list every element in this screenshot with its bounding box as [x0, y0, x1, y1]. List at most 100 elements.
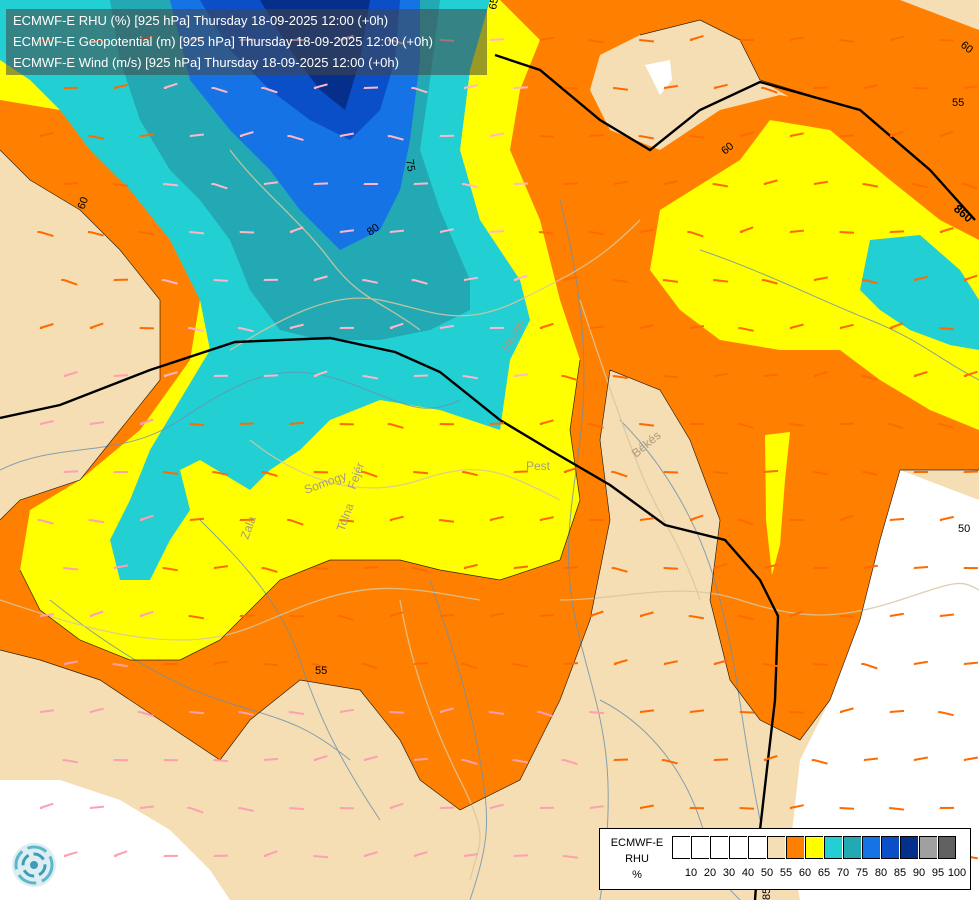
wind-barb: [587, 423, 604, 429]
wind-barb: [289, 226, 304, 233]
wind-barb: [763, 373, 779, 378]
wind-barb: [311, 663, 328, 669]
legend-swatch: [710, 836, 728, 859]
wind-barb: [338, 519, 355, 523]
legend-swatch: [843, 836, 861, 859]
wind-barb: [263, 278, 279, 281]
wind-barb: [838, 39, 855, 43]
wind-barb: [213, 374, 229, 377]
wind-barb: [739, 131, 754, 138]
wind-barb: [563, 466, 578, 473]
wind-barb: [911, 183, 928, 189]
wind-barb: [688, 135, 705, 139]
wind-barb: [939, 806, 955, 809]
wind-barb: [638, 423, 655, 427]
wind-barb: [161, 279, 178, 285]
wind-barb: [687, 231, 704, 238]
wind-barb: [561, 375, 578, 382]
wind-barb: [88, 519, 104, 524]
wind-barb: [362, 279, 378, 284]
wind-barb: [389, 515, 404, 522]
wind-barb: [963, 85, 979, 90]
wind-barb: [538, 231, 555, 235]
wind-barb: [362, 375, 378, 380]
wind-barb: [538, 135, 555, 138]
wind-barb: [939, 515, 954, 522]
wind-barb: [312, 567, 329, 570]
wind-barb: [339, 229, 355, 234]
wind-barb: [513, 274, 528, 281]
wind-barb: [761, 279, 778, 285]
wind-barb: [188, 615, 204, 620]
wind-barb: [287, 135, 304, 142]
wind-barb: [463, 84, 478, 90]
wind-barb: [713, 758, 729, 761]
wind-barb: [939, 130, 954, 137]
legend-swatch: [862, 836, 880, 859]
wind-barb: [639, 517, 655, 522]
wind-barb: [488, 711, 505, 715]
wind-barb: [838, 807, 855, 810]
legend-tick-label: 90: [912, 867, 926, 879]
wind-barb: [212, 279, 229, 282]
wind-barb: [461, 471, 478, 477]
wind-barb: [389, 802, 404, 809]
wind-barb: [389, 229, 405, 234]
wind-barb: [312, 855, 329, 859]
wind-barb: [313, 275, 328, 282]
wind-barb: [89, 707, 104, 714]
wind-barb: [61, 278, 78, 286]
title-wind: ECMWF-E Wind (m/s) [925 hPa] Thursday 18…: [13, 55, 399, 70]
wind-barb: [213, 854, 229, 857]
wind-barb: [889, 35, 904, 42]
legend-tick-label: 20: [703, 867, 717, 879]
wind-barb: [163, 82, 178, 89]
ecmwf-logo: [12, 843, 56, 887]
geopotential-860-line: [494, 53, 976, 221]
wind-barb: [239, 422, 255, 426]
wind-barb: [537, 711, 554, 718]
wind-barb: [263, 374, 279, 378]
wind-barb: [738, 807, 755, 810]
wind-barb: [261, 87, 278, 94]
wind-barb: [788, 423, 805, 427]
wind-barb: [639, 228, 654, 234]
wind-barb: [89, 805, 105, 810]
wind-barb: [63, 660, 78, 666]
wind-barb: [163, 854, 179, 857]
wind-barb: [661, 759, 678, 765]
wind-barb: [489, 326, 505, 329]
wind-barb: [361, 663, 378, 670]
wind-barb: [737, 615, 754, 621]
wind-barb: [138, 231, 154, 236]
legend-tick-label: 55: [779, 867, 793, 879]
wind-barb: [762, 663, 778, 668]
wind-barb: [763, 755, 778, 762]
wind-barb: [812, 663, 829, 666]
wind-barb: [663, 84, 678, 90]
wind-barb: [662, 279, 679, 283]
wind-barb: [213, 565, 229, 570]
wind-barb: [188, 231, 205, 235]
contour-label: 55: [952, 97, 964, 109]
wind-barb: [211, 87, 228, 94]
wind-barb: [763, 469, 779, 474]
wind-barb: [261, 567, 278, 573]
wind-barb: [139, 514, 154, 521]
wind-barb: [63, 86, 79, 89]
wind-barb: [563, 275, 578, 282]
wind-barb: [939, 613, 955, 618]
wind-barb: [139, 418, 154, 425]
wind-barb: [288, 807, 305, 811]
wind-barb: [162, 567, 178, 572]
wind-barb: [737, 423, 754, 429]
wind-barb: [413, 182, 429, 186]
wind-barb: [262, 663, 278, 667]
wind-barb: [261, 471, 278, 477]
legend-swatch: [786, 836, 804, 859]
wind-barb: [239, 131, 254, 137]
legend-tick-label: 75: [855, 867, 869, 879]
wind-barb: [413, 757, 428, 762]
wind-barb: [839, 134, 855, 137]
wind-barb: [113, 83, 128, 90]
